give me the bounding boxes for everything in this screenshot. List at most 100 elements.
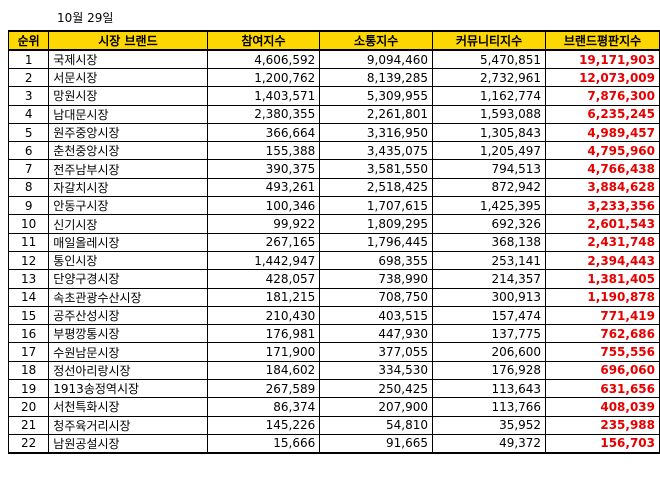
participation-cell: 184,602 [206, 360, 321, 381]
table-row: 10 신기시장 99,922 1,809,295 692,326 2,601,543 [7, 214, 660, 234]
reputation-cell: 696,060 [545, 360, 660, 381]
table-row: 22 남원공설시장 15,666 91,665 49,372 156,703 [7, 433, 660, 454]
community-cell: 794,513 [431, 159, 547, 179]
table-row: 19 1913송정역시장 267,589 250,425 113,643 631,656 [7, 379, 660, 399]
participation-cell: 1,442,947 [206, 250, 321, 271]
brand-cell: 원주중앙시장 [48, 122, 208, 143]
table-row: 11 매일올레시장 267,165 1,796,445 368,138 2,431,748 [7, 232, 660, 252]
table-row: 9 안동구시장 100,346 1,707,615 1,425,395 3,233,356 [7, 196, 660, 216]
brand-cell: 속초관광수산시장 [48, 287, 208, 307]
community-cell: 176,928 [431, 360, 547, 381]
brand-cell: 부평깡통시장 [48, 324, 208, 344]
rank-cell: 12 [7, 250, 50, 271]
rank-cell: 11 [7, 232, 50, 252]
reputation-cell: 631,656 [545, 379, 660, 399]
rank-cell: 8 [7, 177, 50, 198]
reputation-cell: 2,431,748 [545, 232, 660, 252]
community-cell: 157,474 [431, 305, 547, 326]
participation-cell: 171,900 [206, 342, 321, 362]
brand-cell: 청주육거리시장 [48, 415, 208, 435]
communication-cell: 708,750 [319, 287, 433, 307]
rank-cell: 22 [7, 433, 50, 454]
brand-cell: 국제시장 [48, 49, 208, 69]
participation-cell: 176,981 [206, 324, 321, 344]
rank-cell: 7 [7, 159, 50, 179]
brand-cell: 매일올레시장 [48, 232, 208, 252]
rank-cell: 16 [7, 324, 50, 344]
table-row: 16 부평깡통시장 176,981 447,930 137,775 762,686 [7, 324, 660, 344]
communication-cell: 403,515 [319, 305, 433, 326]
header-brand: 시장 브랜드 [48, 30, 208, 51]
table-row: 12 통인시장 1,442,947 698,355 253,141 2,394,443 [7, 250, 660, 271]
table-row: 3 망원시장 1,403,571 5,309,955 1,162,774 7,876,30… [7, 86, 660, 106]
table-row: 4 남대문시장 2,380,355 2,261,801 1,593,088 6,235,2… [7, 104, 660, 124]
brand-cell: 단양구경시장 [48, 269, 208, 289]
community-cell: 49,372 [431, 433, 547, 454]
table-row: 5 원주중앙시장 366,664 3,316,950 1,305,843 4,989,45… [7, 122, 660, 143]
brand-cell: 신기시장 [48, 214, 208, 234]
table-row: 1 국제시장 4,606,592 9,094,460 5,470,851 19,171,9… [7, 49, 660, 69]
communication-cell: 54,810 [319, 415, 433, 435]
participation-cell: 210,430 [206, 305, 321, 326]
participation-cell: 390,375 [206, 159, 321, 179]
participation-cell: 366,664 [206, 122, 321, 143]
communication-cell: 8,139,285 [319, 67, 433, 88]
reputation-cell: 4,795,960 [545, 141, 660, 161]
rank-cell: 17 [7, 342, 50, 362]
community-cell: 5,470,851 [431, 49, 547, 69]
reputation-cell: 408,039 [545, 397, 660, 417]
community-cell: 2,732,961 [431, 67, 547, 88]
communication-cell: 1,707,615 [319, 196, 433, 216]
communication-cell: 3,435,075 [319, 141, 433, 161]
communication-cell: 1,796,445 [319, 232, 433, 252]
table-body: 1 국제시장 4,606,592 9,094,460 5,470,851 19,171,9… [7, 49, 660, 454]
communication-cell: 2,518,425 [319, 177, 433, 198]
brand-cell: 망원시장 [48, 86, 208, 106]
rank-cell: 19 [7, 379, 50, 399]
table-row: 21 청주육거리시장 145,226 54,810 35,952 235,988 [7, 415, 660, 435]
community-cell: 137,775 [431, 324, 547, 344]
communication-cell: 1,809,295 [319, 214, 433, 234]
rank-cell: 9 [7, 196, 50, 216]
table-row: 2 서문시장 1,200,762 8,139,285 2,732,961 12,073,0… [7, 67, 660, 88]
community-cell: 1,162,774 [431, 86, 547, 106]
community-cell: 1,425,395 [431, 196, 547, 216]
reputation-cell: 2,394,443 [545, 250, 660, 271]
rank-cell: 14 [7, 287, 50, 307]
reputation-cell: 7,876,300 [545, 86, 660, 106]
table-row: 20 서천특화시장 86,374 207,900 113,766 408,039 [7, 397, 660, 417]
reputation-cell: 235,988 [545, 415, 660, 435]
rank-cell: 3 [7, 86, 50, 106]
participation-cell: 267,165 [206, 232, 321, 252]
reputation-cell: 2,601,543 [545, 214, 660, 234]
table-row: 14 속초관광수산시장 181,215 708,750 300,913 1,190,878 [7, 287, 660, 307]
table-row: 6 춘천중앙시장 155,388 3,435,075 1,205,497 4,795,96… [7, 141, 660, 161]
rank-cell: 5 [7, 122, 50, 143]
reputation-cell: 755,556 [545, 342, 660, 362]
reputation-cell: 3,233,356 [545, 196, 660, 216]
header-community: 커뮤니티지수 [431, 30, 547, 51]
rank-cell: 15 [7, 305, 50, 326]
reputation-cell: 19,171,903 [545, 49, 660, 69]
table-row: 18 정선아리랑시장 184,602 334,530 176,928 696,060 [7, 360, 660, 381]
participation-cell: 15,666 [206, 433, 321, 454]
table-row: 7 전주남부시장 390,375 3,581,550 794,513 4,766,438 [7, 159, 660, 179]
participation-cell: 155,388 [206, 141, 321, 161]
date-label: 10월 29일 [57, 11, 114, 25]
reputation-cell: 1,381,405 [545, 269, 660, 289]
communication-cell: 447,930 [319, 324, 433, 344]
table-row: 13 단양구경시장 428,057 738,990 214,357 1,381,405 [7, 269, 660, 289]
participation-cell: 2,380,355 [206, 104, 321, 124]
reputation-cell: 156,703 [545, 433, 660, 454]
brand-cell: 수원남문시장 [48, 342, 208, 362]
rank-cell: 1 [7, 49, 50, 69]
communication-cell: 2,261,801 [319, 104, 433, 124]
community-cell: 113,766 [431, 397, 547, 417]
communication-cell: 3,581,550 [319, 159, 433, 179]
header-rank: 순위 [7, 30, 50, 51]
participation-cell: 493,261 [206, 177, 321, 198]
brand-cell: 정선아리랑시장 [48, 360, 208, 381]
community-cell: 1,305,843 [431, 122, 547, 143]
rank-cell: 18 [7, 360, 50, 381]
rank-cell: 20 [7, 397, 50, 417]
